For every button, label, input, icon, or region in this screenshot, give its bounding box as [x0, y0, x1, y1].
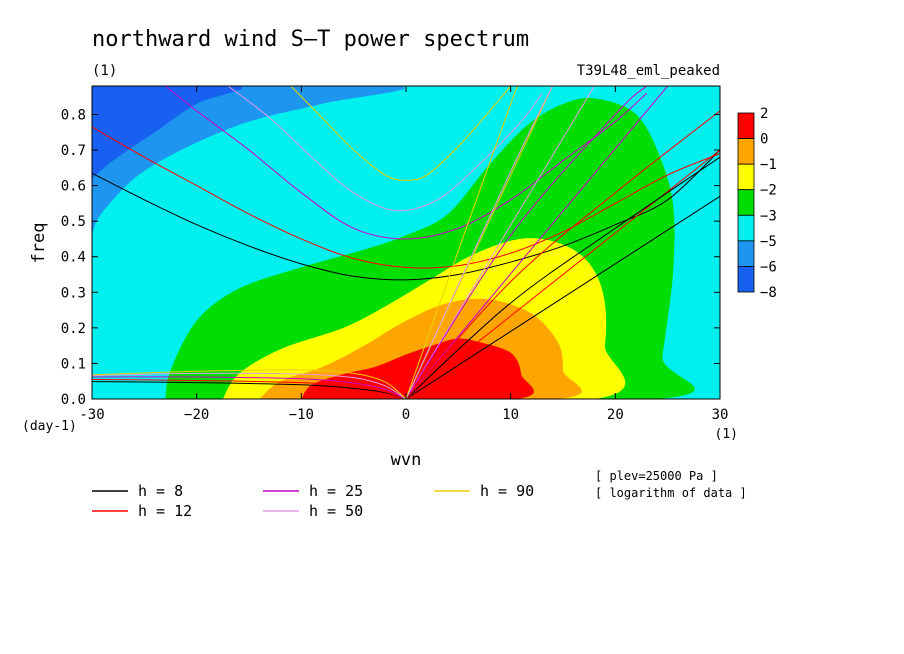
- dispersion-curve-mrg_h-h12: [92, 126, 720, 269]
- legend-label: h = 12: [138, 502, 192, 520]
- x-axis: -30 −20 −10 0 10 20 30: [79, 86, 728, 423]
- x-tick-label: −10: [289, 407, 314, 423]
- x-unit-label: (1): [715, 427, 738, 442]
- legend-label: h = 25: [309, 482, 363, 500]
- colorbar-segment: [737, 240, 755, 267]
- y-unit-label: (day-1): [22, 419, 77, 434]
- contour-region-1: [92, 86, 243, 204]
- y-tick-label: 0.7: [61, 143, 86, 159]
- colorbar-segment: [737, 189, 755, 216]
- dispersion-curve-ig1-h12: [405, 110, 720, 399]
- y-axis-label: freq: [29, 223, 49, 264]
- plot-area: [91, 85, 721, 400]
- y-tick-label: 0.4: [61, 250, 86, 266]
- x-tick-label: 30: [712, 407, 729, 423]
- dispersion-curve-rossby-h90: [92, 369, 407, 399]
- colorbar-segment: [737, 214, 755, 242]
- x-tick-label: −20: [184, 407, 209, 423]
- legend-label: h = 90: [480, 482, 534, 500]
- dispersion-curve-mrg_h-h25: [164, 86, 648, 240]
- note-plev: [ plev=25000 Pa ]: [595, 469, 718, 483]
- dispersion-curve-rossby-h50: [92, 372, 407, 399]
- dispersion-curve-ig1-h8: [405, 156, 720, 399]
- chart-subtitle-left: (1): [92, 63, 117, 79]
- dispersion-curve-mrg_h-h90: [290, 86, 512, 181]
- colorbar-label: 2: [760, 106, 768, 122]
- dispersion-curve-kelvin-h25: [405, 86, 669, 399]
- dispersion-curve-rossby-h12: [92, 378, 407, 399]
- x-tick-label: 0: [402, 407, 410, 423]
- legend-label: h = 8: [138, 482, 183, 500]
- y-tick-label: 0.8: [61, 107, 86, 123]
- colorbar-label: −3: [760, 208, 777, 224]
- x-tick-label: -30: [79, 407, 104, 423]
- y-tick-label: 0.3: [61, 285, 86, 301]
- contour-region-0: [92, 86, 406, 303]
- colorbar: 2 0 −1 −2 −3 −5 −6 −8: [737, 106, 777, 301]
- y-tick-label: 0.6: [61, 179, 86, 195]
- dispersion-curve-rossby-h25: [92, 376, 407, 399]
- colorbar-label: −8: [760, 285, 777, 301]
- note-logarithm: [ logarithm of data ]: [595, 486, 747, 500]
- dispersion-curve-mrg_h-h8: [92, 149, 720, 281]
- colorbar-segment: [737, 112, 755, 139]
- colorbar-segment: [737, 266, 755, 293]
- y-tick-label: 0.2: [61, 321, 86, 337]
- dispersion-curve-kelvin-h50: [405, 86, 595, 399]
- colorbar-label: −6: [760, 259, 777, 275]
- y-tick-label: 0.0: [61, 392, 86, 408]
- x-tick-label: 10: [502, 407, 519, 423]
- y-tick-label: 0.1: [61, 356, 86, 372]
- chart-title: northward wind S–T power spectrum: [92, 27, 529, 52]
- dispersion-curve-mrg_h-h50: [227, 86, 543, 212]
- dispersion-curve-ig1-h90: [405, 86, 522, 399]
- colorbar-label: −2: [760, 183, 777, 199]
- colorbar-label: −1: [760, 157, 777, 173]
- legend-label: h = 50: [309, 502, 363, 520]
- x-axis-label: wvn: [391, 450, 422, 470]
- colorbar-segment: [737, 163, 755, 191]
- colorbar-segment: [737, 138, 755, 165]
- chart-subtitle-right: T39L48_eml_peaked: [577, 63, 720, 79]
- colorbar-label: 0: [760, 132, 768, 148]
- dispersion-curve-ig1-h50: [405, 86, 553, 399]
- colorbar-label: −5: [760, 234, 777, 250]
- dispersion-curve-kelvin-h8: [405, 195, 720, 399]
- dispersion-curve-ig1-h25: [405, 86, 648, 399]
- dispersion-curve-rossby-h8: [92, 381, 407, 399]
- legend: h = 8 h = 12 h = 25 h = 50 h = 90: [92, 482, 534, 520]
- dispersion-curve-kelvin-h12: [405, 149, 720, 399]
- x-tick-label: 20: [607, 407, 624, 423]
- y-axis: 0.0 0.1 0.2 0.3 0.4 0.5 0.6 0.7 0.8: [61, 107, 720, 408]
- y-tick-label: 0.5: [61, 214, 86, 230]
